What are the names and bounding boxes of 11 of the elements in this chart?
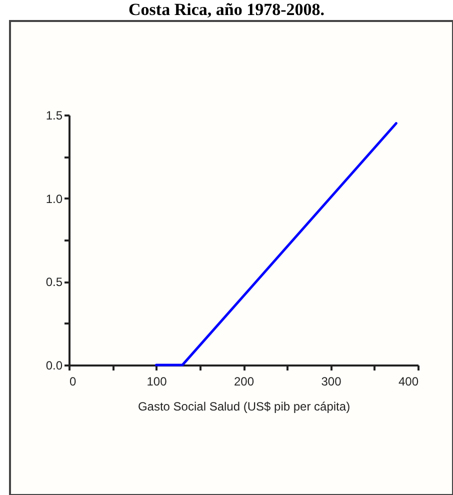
chart-title: Costa Rica, año 1978-2008. (128, 0, 326, 20)
x-tick-label: 400 (398, 374, 419, 388)
y-tick-label: 0.0 (46, 358, 63, 372)
y-tick-label: 0.5 (46, 275, 63, 290)
x-tick-label: 200 (234, 374, 254, 388)
x-axis-title: Gasto Social Salud (US$ pib per cápita) (138, 400, 350, 414)
x-tick-label: 100 (146, 374, 168, 388)
y-tick-label: 1.5 (46, 108, 63, 122)
x-tick-label: 300 (321, 374, 342, 388)
y-tick-label: 1.0 (46, 192, 63, 206)
x-tick-label: 0 (70, 374, 76, 388)
